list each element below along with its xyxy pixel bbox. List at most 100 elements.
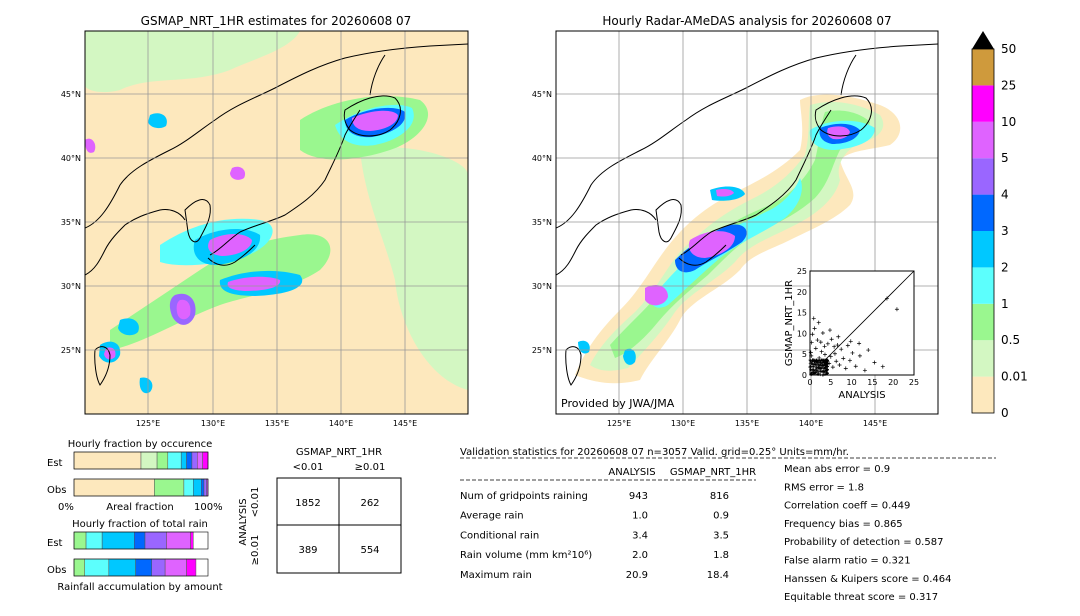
scatter-point	[813, 346, 818, 351]
left-rain-light-north	[85, 31, 300, 93]
validation-col-analysis: ANALYSIS	[608, 467, 655, 478]
scatter-point	[848, 339, 853, 344]
contingency-cell: 554	[360, 545, 379, 556]
contingency-row-ge: ≥0.01	[250, 535, 261, 566]
scatter-point	[824, 368, 829, 373]
fraction-occurrence: Hourly fraction by occurence Est Obs 0% …	[47, 439, 223, 513]
left-rain-south-purple	[227, 276, 281, 291]
fraction-bar-segment	[166, 531, 191, 550]
scatter-point	[894, 307, 899, 312]
validation-score: Mean abs error = 0.9	[784, 464, 890, 475]
scatter-ylabel: GSMAP_NRT_1HR	[784, 280, 795, 366]
occurrence-row-obs: Obs	[47, 485, 66, 496]
total-bars	[73, 531, 209, 577]
scatter-point	[830, 365, 835, 370]
lat-tick: 30°N	[532, 282, 552, 291]
scatter-point	[829, 337, 834, 342]
colorbar-segment	[972, 376, 994, 413]
scatter-point	[819, 366, 823, 370]
right-rain-purple-kyushu	[688, 231, 735, 258]
contingency-cell: 1852	[295, 498, 320, 509]
scatter-point	[822, 344, 827, 349]
contingency-cell: 262	[360, 498, 379, 509]
left-rain-cell-c	[230, 166, 246, 180]
scatter-point	[821, 369, 826, 374]
scatter-x-tick: 15	[867, 378, 877, 387]
validation-row-label: Num of gridpoints raining	[460, 491, 588, 502]
fraction-bar-segment	[180, 451, 187, 470]
colorbar-label: 25	[1001, 78, 1016, 92]
lat-tick: 25°N	[532, 346, 552, 355]
scatter-point	[811, 359, 815, 363]
scatter-point	[828, 354, 833, 359]
fraction-bar-segment	[193, 478, 202, 497]
scatter-y-tick: 20	[797, 288, 807, 297]
fraction-bar-segment	[134, 531, 146, 550]
left-lat-ticks: 45°N 40°N 35°N 30°N 25°N	[61, 90, 81, 355]
colorbar-label: 5	[1001, 151, 1009, 165]
colorbar-frame	[971, 48, 995, 414]
fraction-bar-segment	[156, 451, 169, 470]
scatter-x-tick: 20	[888, 378, 898, 387]
left-rain-cell-e	[85, 138, 96, 153]
contingency-row-axis: ANALYSIS	[238, 498, 249, 545]
fraction-bar-segment	[186, 558, 197, 577]
scatter-x-tick: 10	[847, 378, 857, 387]
scatter-point	[818, 360, 822, 364]
validation-score: Correlation coeff = 0.449	[784, 501, 910, 512]
colorbar-segment	[972, 231, 994, 268]
validation-scores: Mean abs error = 0.9 RMS error = 1.8 Corre…	[784, 464, 951, 603]
scatter-point	[815, 338, 820, 343]
scatter-point	[820, 330, 825, 335]
fraction-bar-segment	[203, 478, 207, 497]
validation-row-label: Average rain	[460, 511, 524, 522]
left-rain-cell-b	[148, 113, 167, 129]
validation-row-analysis: 20.9	[626, 570, 648, 581]
lon-tick: 130°E	[671, 419, 695, 428]
scatter-point	[827, 328, 832, 333]
left-gridlines	[85, 31, 468, 414]
validation-row-gsmap: 0.9	[713, 511, 729, 522]
occurrence-bars	[73, 451, 209, 497]
scatter-point	[824, 358, 828, 362]
contingency-table: GSMAP_NRT_1HR <0.01 ≥0.01 ANALYSIS <0.01…	[238, 447, 402, 574]
colorbar-label: 1	[1001, 297, 1009, 311]
contingency-col-lt: <0.01	[293, 462, 324, 473]
scatter-point	[816, 371, 821, 376]
scatter-x-tick: 0	[807, 378, 812, 387]
scatter-point	[816, 361, 820, 365]
fraction-bar-segment	[73, 451, 142, 470]
lon-tick: 135°E	[265, 419, 289, 428]
fraction-bar-segment	[191, 451, 198, 470]
fraction-bar-frame	[73, 558, 209, 577]
scatter-point	[843, 366, 848, 371]
scatter-point	[820, 358, 824, 362]
scatter-point	[809, 340, 814, 345]
lat-tick: 40°N	[61, 154, 81, 163]
scatter-x-tick: 25	[909, 378, 919, 387]
right-coastlines	[556, 43, 938, 386]
scatter-point	[847, 358, 852, 363]
axis-right-label: 100%	[194, 502, 223, 513]
scatter-point	[824, 365, 828, 369]
fraction-bar-segment	[186, 451, 193, 470]
scatter-xlabel: ANALYSIS	[838, 390, 885, 401]
scatter-point	[820, 363, 825, 368]
validation-row-gsmap: 3.5	[713, 530, 729, 541]
scatter-point	[815, 368, 820, 373]
scatter-point	[822, 366, 826, 370]
colorbar-label: 50	[1001, 42, 1016, 56]
colorbar-extend-triangle	[972, 31, 994, 49]
scatter-point	[818, 366, 823, 371]
fraction-bar-segment	[73, 558, 85, 577]
right-map-title: Hourly Radar-AMeDAS analysis for 2026060…	[602, 14, 891, 28]
lon-tick: 125°E	[607, 419, 631, 428]
credit-label: Provided by JWA/JMA	[561, 397, 675, 410]
scatter-point	[827, 361, 832, 366]
scatter-point	[808, 358, 812, 362]
scatter-point	[812, 326, 817, 331]
scatter-point	[810, 332, 815, 337]
validation-row-analysis: 3.4	[632, 530, 648, 541]
scatter-point	[817, 363, 821, 367]
contingency-row-lt: <0.01	[250, 487, 261, 518]
